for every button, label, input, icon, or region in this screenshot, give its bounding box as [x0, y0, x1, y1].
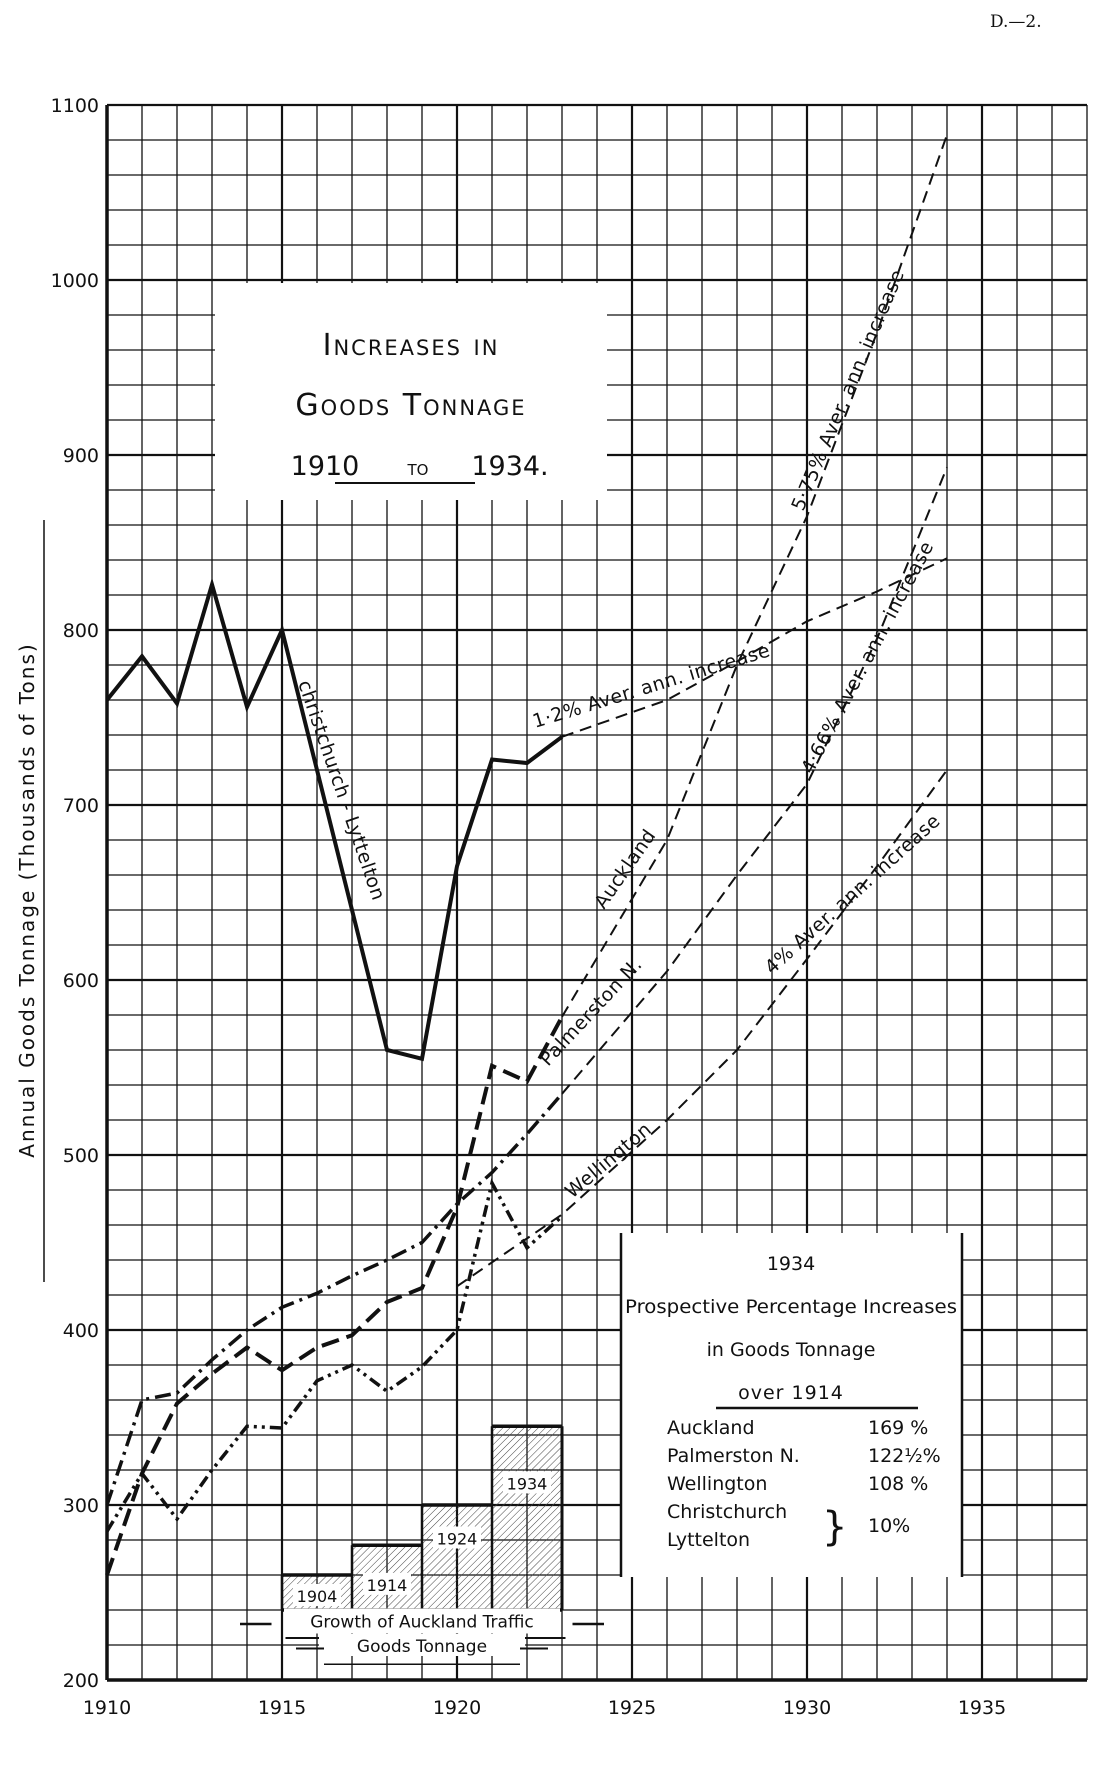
legend-subheading: in Goods Tonnage — [707, 1339, 876, 1361]
title-box-background — [215, 283, 607, 500]
legend-row-value: 108 % — [868, 1473, 928, 1495]
series-line — [105, 1092, 564, 1506]
inset-bar-label-bg — [293, 1584, 341, 1606]
y-tick-label: 300 — [63, 1495, 99, 1517]
legend-row-name: Wellington — [667, 1473, 767, 1495]
label-palmerston: Palmerston N. — [536, 953, 647, 1070]
x-tick-label: 1920 — [433, 1697, 481, 1719]
legend-row-name: Auckland — [667, 1417, 755, 1439]
x-tick-label: 1925 — [608, 1697, 656, 1719]
chart-title-line1: Increases in — [323, 328, 500, 363]
projection-line — [456, 769, 948, 1288]
inset-bar-label: 1924 — [437, 1530, 478, 1549]
x-tick-label: 1915 — [258, 1697, 306, 1719]
y-tick-label: 1000 — [51, 270, 99, 292]
y-tick-label: 800 — [63, 620, 99, 642]
legend-row-value: 122½% — [868, 1445, 941, 1467]
legend-row-value: 169 % — [868, 1417, 928, 1439]
legend-background — [620, 1233, 963, 1577]
projection-line — [561, 557, 948, 738]
x-tick-label: 1910 — [83, 1697, 131, 1719]
x-tick-label: 1935 — [958, 1697, 1006, 1719]
y-tick-label: 600 — [63, 970, 99, 992]
label-wellington-projection: 4% Aver. ann. increase — [761, 810, 945, 979]
chart-subtitle-mid: to — [407, 456, 429, 481]
y-tick-label: 1100 — [51, 95, 99, 117]
label-auckland-projection: 5·75% Aver. ann. increase — [787, 266, 909, 514]
inset-caption-bg — [319, 1634, 525, 1656]
legend-row-name: Lyttelton — [667, 1529, 750, 1551]
projection-line — [561, 466, 948, 1095]
percentage-legend-box: 1934 Prospective Percentage Increases in G… — [619, 1233, 964, 1577]
series-christchurch-lyttelton — [105, 557, 948, 1062]
y-tick-label: 700 — [63, 795, 99, 817]
y-tick-label: 400 — [63, 1320, 99, 1342]
series-line — [105, 1015, 564, 1576]
legend-row-value: 10% — [868, 1515, 910, 1537]
legend-year: 1934 — [767, 1253, 815, 1275]
inset-bar — [422, 1505, 492, 1610]
inset-bar-label: 1904 — [297, 1587, 338, 1606]
x-tick-label: 1930 — [783, 1697, 831, 1719]
legend-row-name: Christchurch — [667, 1501, 787, 1523]
series-palmerston-n- — [105, 466, 948, 1506]
series-wellington — [105, 769, 948, 1533]
series-auckland — [105, 134, 948, 1576]
legend-brace: } — [822, 1504, 847, 1550]
projection-line — [561, 134, 948, 1018]
legend-row-name: Palmerston N. — [667, 1445, 800, 1467]
chart-title-line2: Goods Tonnage — [295, 388, 526, 423]
inset-bar-label-bg — [433, 1526, 481, 1549]
inset-bar-label-bg — [363, 1572, 411, 1595]
y-tick-label: 200 — [63, 1670, 99, 1692]
page-header: D.—2. — [990, 12, 1042, 32]
legend-subheading: over 1914 — [738, 1382, 844, 1404]
y-axis-label: Annual Goods Tonnage (Thousands of Tons) — [15, 642, 39, 1157]
chart-subtitle-end: 1934. — [471, 451, 548, 482]
label-palmerston-projection: 4·66% Aver. ann. increase — [797, 538, 938, 778]
chart-subtitle-start: 1910 — [291, 451, 360, 482]
y-tick-label: 900 — [63, 445, 99, 467]
y-tick-label: 500 — [63, 1145, 99, 1167]
legend-heading: Prospective Percentage Increases — [625, 1296, 957, 1318]
inset-bar-label: 1934 — [507, 1474, 548, 1493]
title-box: Increases in Goods Tonnage 1910 to 1934. — [215, 283, 607, 500]
inset-bar-label-bg — [503, 1471, 551, 1494]
inset-bar-label: 1914 — [367, 1576, 408, 1595]
series-line — [105, 577, 564, 1062]
inset-caption-line2: Goods Tonnage — [357, 1637, 487, 1657]
inset-caption-bg — [284, 1608, 560, 1634]
inset-caption-line1: Growth of Auckland Traffic — [310, 1613, 534, 1633]
inset-bar — [492, 1426, 562, 1610]
series-line — [105, 1178, 564, 1533]
inset-bar-chart: 1904 1914 1924 1934 Growth of Auckland Traff… — [240, 1424, 604, 1665]
